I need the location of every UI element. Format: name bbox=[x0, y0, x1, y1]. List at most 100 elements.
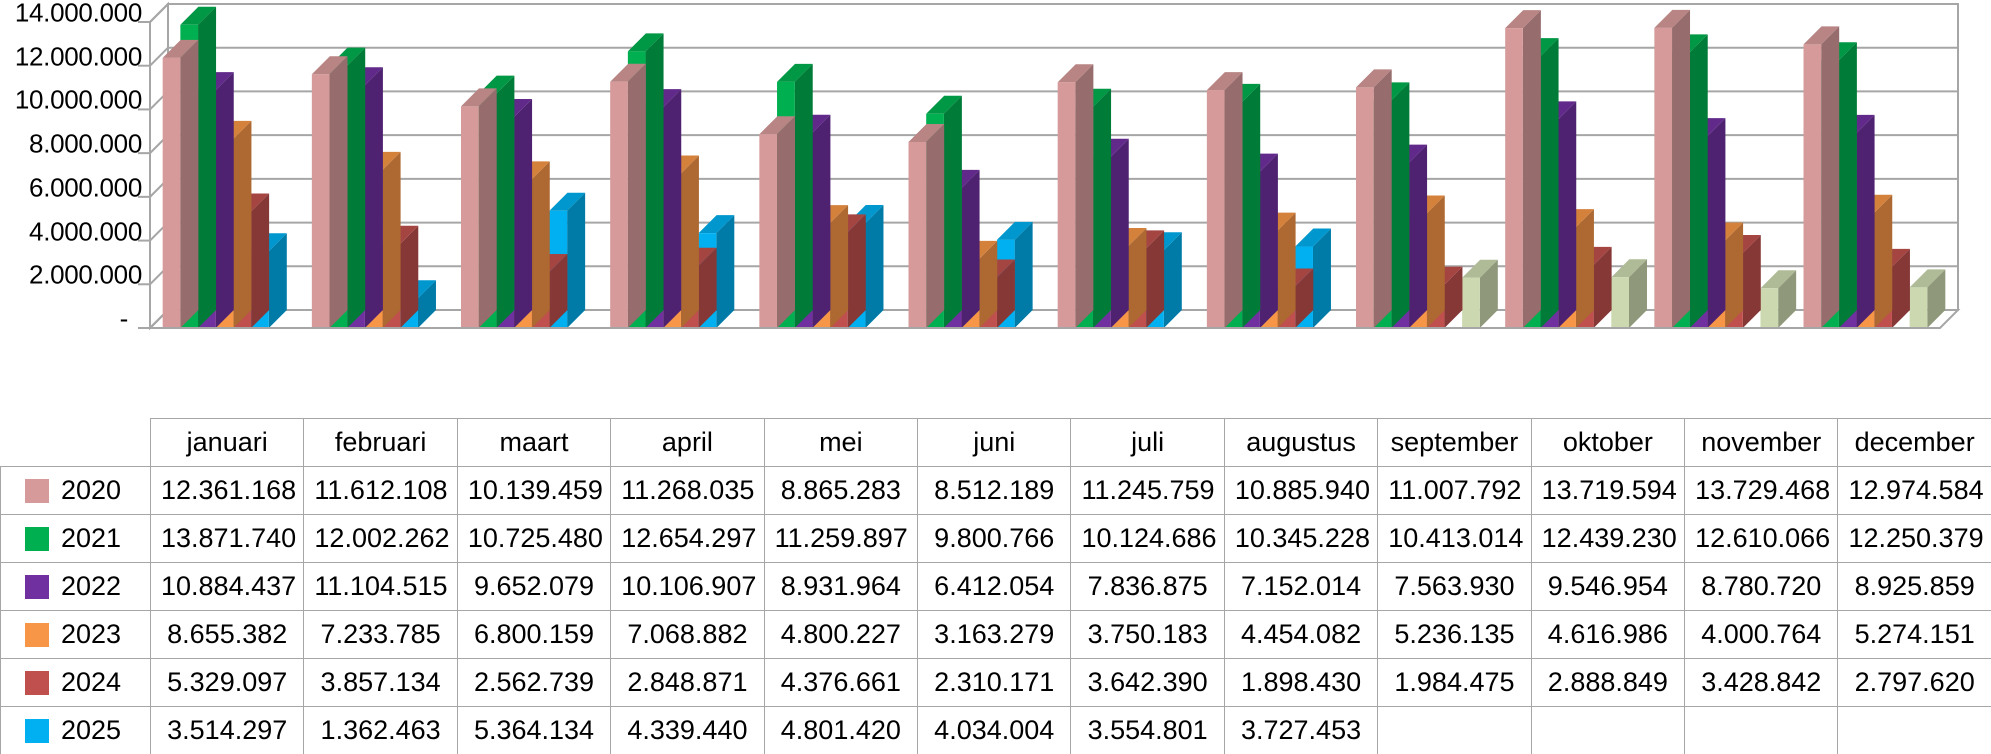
legend-entry-2025[interactable]: 2025 bbox=[0, 706, 151, 754]
bar-side-face bbox=[1778, 270, 1797, 328]
chart-bar-2020-december bbox=[1803, 26, 1840, 329]
bar-top-face bbox=[759, 116, 796, 135]
table-cell: 11.612.108 bbox=[303, 466, 458, 515]
y-axis-tick-label: - bbox=[119, 303, 129, 334]
y-axis-labels: 14.000.000 12.000.000 10.000.000 8.000.000 6… bbox=[0, 0, 150, 428]
table-cell: 13.871.740 bbox=[149, 514, 305, 563]
table-cell: 5.329.097 bbox=[149, 658, 305, 707]
table-cell: 2.848.871 bbox=[610, 658, 765, 707]
table-column-header-mei: mei bbox=[763, 418, 919, 467]
table-cell: 1.984.475 bbox=[1377, 658, 1532, 707]
bar-side-face bbox=[496, 75, 515, 328]
table-cell: 12.974.584 bbox=[1837, 466, 1991, 515]
data-table: januari februari maart april mei juni juli augu… bbox=[0, 418, 1991, 754]
y-axis-tick-label: 6.000.000 bbox=[29, 172, 142, 203]
table-cell: 4.339.440 bbox=[610, 706, 765, 754]
table-corner-cell bbox=[1, 419, 151, 467]
bar-side-face bbox=[1540, 38, 1559, 328]
bar-side-face bbox=[1689, 34, 1708, 329]
bar-side-face bbox=[180, 39, 199, 328]
bar-side-face bbox=[567, 192, 586, 328]
table-cell: 8.512.189 bbox=[917, 466, 1072, 515]
table-cell: 1.898.430 bbox=[1223, 658, 1379, 707]
legend-entry-2023[interactable]: 2023 bbox=[0, 610, 151, 659]
chart-bar-forecast-november bbox=[1760, 270, 1797, 328]
chart-bars bbox=[162, 6, 1946, 329]
bar-top-face bbox=[777, 63, 813, 82]
table-cell: 7.836.875 bbox=[1070, 562, 1225, 611]
bar-side-face bbox=[1838, 42, 1857, 329]
table-cell: 10.885.940 bbox=[1223, 466, 1379, 515]
table-cell: 3.857.134 bbox=[303, 658, 458, 707]
bar-side-face bbox=[1014, 221, 1033, 328]
bar-side-face bbox=[926, 123, 945, 328]
y-axis-tick-label: 10.000.000 bbox=[14, 84, 142, 115]
bar-front-face bbox=[1611, 277, 1629, 328]
legend-label: 2024 bbox=[61, 667, 122, 697]
legend-entry-2024[interactable]: 2024 bbox=[0, 658, 151, 707]
table-cell: 10.124.686 bbox=[1070, 514, 1225, 563]
table-column-header-oktober: oktober bbox=[1530, 418, 1686, 467]
table-column-header-november: november bbox=[1684, 418, 1839, 467]
bar-side-face bbox=[514, 99, 533, 328]
bar-front-face bbox=[1505, 28, 1523, 328]
chart-bar-2020-maart bbox=[461, 88, 497, 328]
table-column-header-maart: maart bbox=[456, 418, 612, 467]
legend-label: 2020 bbox=[61, 475, 122, 505]
bar-side-face bbox=[347, 47, 366, 328]
bar-side-face bbox=[1409, 144, 1428, 328]
axis-tick-connector bbox=[149, 47, 169, 67]
bar-side-face bbox=[1224, 72, 1243, 328]
table-column-header-februari: februari bbox=[303, 418, 458, 467]
table-cell: 10.413.014 bbox=[1377, 514, 1532, 563]
bar-side-face bbox=[1093, 88, 1112, 328]
bar-side-face bbox=[1391, 82, 1410, 328]
bar-side-face bbox=[1128, 228, 1147, 328]
table-row: 2021 13.871.740 12.002.262 10.725.480 12.654… bbox=[0, 514, 1991, 563]
table-cell: 8.655.382 bbox=[149, 610, 305, 659]
table-row: 2022 10.884.437 11.104.515 9.652.079 10.106.… bbox=[0, 562, 1991, 611]
legend-entry-2022[interactable]: 2022 bbox=[0, 562, 151, 611]
table-cell: 10.106.907 bbox=[610, 562, 765, 611]
bar-side-face bbox=[777, 116, 796, 328]
bar-side-face bbox=[1891, 248, 1910, 328]
chart-plot-area: 14.000.000 12.000.000 10.000.000 8.000.000 6… bbox=[0, 0, 1961, 428]
bar-side-face bbox=[1672, 9, 1691, 329]
bar-side-face bbox=[1707, 118, 1726, 328]
table-cell: 2.310.171 bbox=[917, 658, 1072, 707]
bar-side-face bbox=[1821, 26, 1840, 329]
bar-side-face bbox=[1593, 246, 1612, 328]
bar-front-face bbox=[1909, 287, 1928, 328]
bar-side-face bbox=[549, 253, 568, 328]
bar-side-face bbox=[794, 63, 813, 329]
bar-top-face bbox=[996, 221, 1033, 240]
table-cell: 2.562.739 bbox=[456, 658, 612, 707]
bar-front-face bbox=[610, 81, 628, 328]
bar-side-face bbox=[400, 225, 419, 328]
bar-top-face bbox=[1654, 9, 1691, 28]
bar-side-face bbox=[1725, 222, 1744, 328]
table-cell: 5.364.134 bbox=[456, 706, 612, 754]
table-cell: 12.439.230 bbox=[1530, 514, 1686, 563]
table-cell: 13.729.468 bbox=[1684, 466, 1839, 515]
chart-bar-2020-juli bbox=[1057, 64, 1094, 329]
y-axis-tick-label: 12.000.000 bbox=[14, 41, 142, 72]
bar-side-face bbox=[847, 214, 866, 328]
bar-side-face bbox=[716, 215, 735, 328]
chart-3d-columns bbox=[138, 1, 1961, 331]
table-cell: 12.361.168 bbox=[149, 466, 305, 515]
table-cell: 2.888.849 bbox=[1530, 658, 1686, 707]
legend-entry-2020[interactable]: 2020 bbox=[0, 466, 151, 515]
bar-side-face bbox=[943, 95, 962, 328]
table-column-header-december: december bbox=[1837, 418, 1991, 467]
table-row: 2024 5.329.097 3.857.134 2.562.739 2.848.871… bbox=[0, 658, 1991, 707]
bar-side-face bbox=[531, 161, 550, 328]
table-cell: 10.884.437 bbox=[149, 562, 305, 611]
bar-top-face bbox=[162, 39, 199, 58]
bar-top-face bbox=[926, 95, 962, 114]
legend-entry-2021[interactable]: 2021 bbox=[0, 514, 151, 563]
table-row: 2023 8.655.382 7.233.785 6.800.159 7.068.882… bbox=[0, 610, 1991, 659]
table-column-header-april: april bbox=[610, 418, 765, 467]
table-cell: 3.514.297 bbox=[149, 706, 305, 754]
table-cell: 9.546.954 bbox=[1530, 562, 1686, 611]
